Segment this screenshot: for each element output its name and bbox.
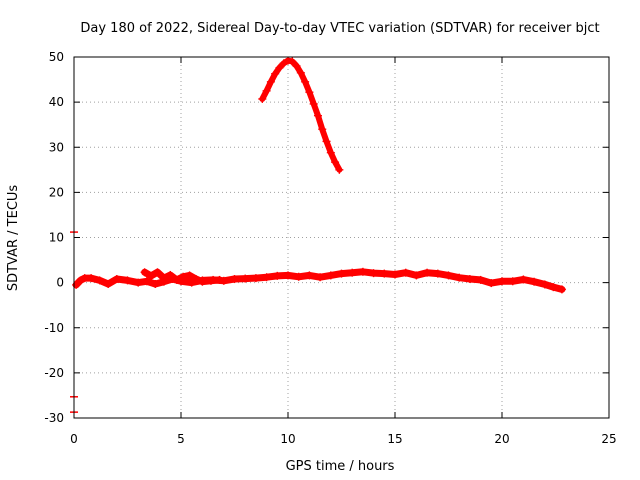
data-point [76, 276, 85, 285]
data-point [305, 88, 314, 97]
data-point [331, 158, 340, 167]
data-point [519, 275, 528, 284]
peak-arc-series [259, 57, 343, 173]
data-point [179, 272, 188, 281]
data-point [391, 270, 399, 279]
data-point [549, 283, 558, 292]
data-point [292, 62, 301, 71]
data-marks [70, 56, 566, 413]
data-point [433, 269, 442, 278]
x-tick-label: 5 [177, 432, 185, 446]
data-point [401, 268, 410, 277]
data-point [191, 275, 200, 284]
data-point [172, 275, 181, 284]
data-point [322, 137, 331, 146]
data-point [185, 271, 194, 280]
chart-title: Day 180 of 2022, Sidereal Day-to-day VTE… [80, 21, 599, 36]
data-point [166, 270, 175, 279]
data-point [153, 268, 162, 277]
y-tick-label: 20 [49, 185, 64, 199]
y-tick-label: 0 [56, 276, 64, 290]
data-point [557, 285, 566, 294]
data-point [284, 56, 292, 65]
data-point [266, 77, 275, 86]
data-point [540, 280, 549, 289]
data-point [309, 99, 318, 108]
y-tick-label: 50 [49, 50, 64, 64]
y-tick-label: -20 [44, 366, 64, 380]
data-point [112, 275, 121, 284]
data-point [318, 125, 327, 134]
data-point [284, 271, 292, 280]
y-tick-label: 40 [49, 95, 64, 109]
data-point [87, 274, 96, 283]
data-point [326, 148, 335, 157]
y-tick-label: 10 [49, 231, 64, 245]
data-point [530, 277, 539, 286]
data-point [273, 271, 282, 280]
data-point [337, 269, 346, 278]
y-tick-label: 30 [49, 140, 64, 154]
data-point [487, 279, 496, 288]
x-tick-label: 15 [387, 432, 402, 446]
data-point [123, 276, 132, 285]
grid [74, 57, 609, 418]
data-point [251, 274, 260, 283]
plot-frame [73, 56, 610, 419]
data-point [444, 271, 453, 280]
x-tick-label: 25 [601, 432, 616, 446]
data-point [465, 275, 474, 284]
data-point [279, 59, 288, 68]
data-point [380, 269, 389, 278]
data-point [95, 276, 104, 285]
data-point [142, 277, 151, 286]
ticks: 0 5 10 15 20 25 -30 -20 -10 0 10 20 30 40 50 [44, 50, 616, 446]
data-point [151, 279, 160, 288]
data-point [140, 268, 149, 277]
data-point [476, 275, 485, 284]
y-tick-label: -30 [44, 411, 64, 425]
data-point [498, 277, 506, 286]
data-point [335, 165, 344, 174]
data-point [348, 268, 357, 277]
data-point [369, 269, 378, 278]
data-point [241, 274, 250, 283]
data-point [271, 69, 280, 78]
data-point [508, 277, 517, 286]
data-point [423, 268, 432, 277]
data-point [215, 275, 224, 284]
data-point [198, 277, 207, 286]
data-point [258, 94, 267, 103]
x-axis-label: GPS time / hours [286, 459, 395, 474]
data-point [294, 272, 303, 281]
data-point [305, 271, 314, 280]
y-tick-label: -10 [44, 321, 64, 335]
data-point [412, 271, 421, 280]
data-point [134, 278, 143, 287]
data-point [326, 271, 335, 280]
x-tick-label: 0 [70, 432, 78, 446]
data-point [288, 57, 297, 66]
data-point [301, 77, 310, 86]
x-tick-label: 10 [280, 432, 295, 446]
y-axis-label: SDTVAR / TECUs [6, 185, 21, 292]
data-point [275, 63, 284, 72]
data-point [455, 273, 464, 282]
data-point [72, 280, 81, 289]
x-tick-label: 20 [494, 432, 509, 446]
data-point [296, 68, 305, 77]
data-point [206, 276, 215, 285]
data-point [230, 275, 239, 284]
data-point [316, 273, 325, 282]
data-point [313, 111, 322, 120]
data-point [104, 279, 113, 288]
data-point [147, 271, 156, 280]
data-point [159, 274, 168, 283]
data-point [262, 273, 271, 282]
data-point [262, 86, 271, 95]
data-point [358, 267, 367, 276]
